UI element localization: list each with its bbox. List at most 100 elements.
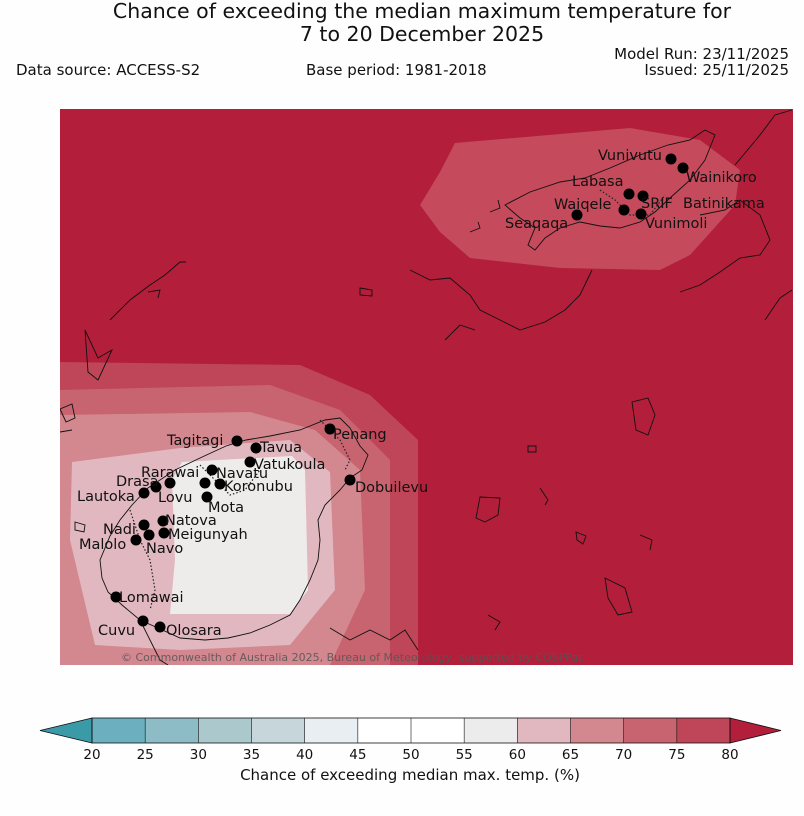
coast-south-2 [329, 627, 419, 651]
place-malolo: Malolo [79, 534, 142, 553]
place-batinikama: Batinikama [683, 196, 765, 212]
svg-text:Tavua: Tavua [259, 440, 302, 456]
colorbar: 20 25 30 35 40 45 50 55 60 65 70 75 80 [39, 717, 782, 763]
place-mota: Mota [201, 491, 244, 516]
coast-vanua-levu [504, 129, 716, 251]
place-cuvu: Cuvu [98, 615, 149, 639]
coast-ovalau [475, 496, 501, 523]
colorbar-bin [198, 718, 252, 743]
coast-taveuni-1 [734, 109, 793, 166]
colorbar-tick-label: 30 [190, 747, 207, 763]
place-tagitagi: Tagitagi [166, 433, 243, 449]
colorbar-tick-label: 55 [456, 747, 473, 763]
place-navatu: Navatu [216, 466, 268, 482]
place-seaqaqa: Seaqaqa [505, 209, 583, 232]
place-markers: Vunivutu Wainikoro Labasa SRIF Batinikam… [77, 148, 765, 639]
coast-islet-12 [489, 199, 501, 213]
colorbar-bin [464, 718, 518, 743]
svg-text:Seaqaqa: Seaqaqa [505, 216, 568, 232]
place-wainikoro: Wainikoro [677, 162, 757, 186]
place-lautoka: Lautoka [77, 487, 150, 505]
svg-text:SRIF: SRIF [641, 196, 673, 212]
colorbar-tick-label: 70 [615, 747, 632, 763]
title-line-1: Chance of exceeding the median maximum t… [112, 0, 732, 23]
place-penang: Penang [324, 423, 387, 443]
place-vunimoli: Vunimoli [635, 208, 707, 232]
colorbar-tick-label: 75 [668, 747, 685, 763]
colorbar-tick-label: 60 [509, 747, 526, 763]
place-dobuilevu: Dobuilevu [344, 474, 428, 496]
map-title: Chance of exceeding the median maximum t… [0, 0, 804, 46]
colorbar-tick-label: 45 [349, 747, 366, 763]
coast-islet-7 [527, 445, 537, 453]
svg-text:Vunimoli: Vunimoli [645, 216, 707, 232]
colorbar-tick-label: 35 [243, 747, 260, 763]
model-run-text: Model Run: 23/11/2025 [614, 45, 789, 63]
svg-text:Penang: Penang [333, 427, 387, 443]
boundary-1 [129, 509, 156, 611]
boundary-4 [599, 189, 666, 216]
colorbar-bin [517, 718, 571, 743]
coast-islet-11 [469, 221, 481, 233]
coast-north-reef [409, 269, 593, 331]
svg-text:Navatu: Navatu [216, 466, 268, 482]
colorbar-tick-label: 50 [402, 747, 419, 763]
coast-islet-6 [539, 487, 549, 506]
coast-taveuni-2 [679, 199, 771, 293]
coast-islet-8 [575, 531, 587, 545]
svg-text:Waiqele: Waiqele [554, 197, 611, 213]
svg-text:Vunivutu: Vunivutu [598, 148, 662, 164]
colorbar-tick-label: 20 [83, 747, 100, 763]
colorbar-tick-label: 80 [721, 747, 738, 763]
colorbar-over-arrow [729, 717, 782, 744]
colorbar-tick-label: 40 [296, 747, 313, 763]
coast-north-reef-2 [444, 324, 476, 341]
coast-east-1 [764, 289, 793, 321]
place-vatukoula: Vatukoula [244, 456, 325, 473]
coast-koro [631, 397, 656, 436]
svg-text:Rarawai: Rarawai [141, 465, 199, 481]
colorbar-under-arrow [39, 717, 93, 744]
colorbar-label: Chance of exceeding median max. temp. (%… [240, 766, 580, 784]
colorbar-tick-label: 65 [562, 747, 579, 763]
colorbar-bin [411, 718, 465, 743]
svg-text:Drasa: Drasa [116, 474, 158, 490]
place-drasa: Drasa [116, 474, 176, 493]
coastlines [60, 109, 793, 665]
place-srif: SRIF [637, 190, 673, 212]
place-rarawai: Rarawai [141, 464, 218, 481]
issued-date-text: Issued: 25/11/2025 [644, 61, 789, 79]
coast-islet-5 [359, 287, 373, 297]
coast-islet-3 [74, 521, 86, 533]
field-70-75-north [420, 128, 740, 270]
base-period-text: Base period: 1981-2018 [306, 61, 487, 79]
svg-text:Koronubu: Koronubu [224, 479, 293, 495]
coast-viti-levu [99, 417, 369, 641]
colorbar-bin [623, 718, 678, 743]
svg-text:Wainikoro: Wainikoro [686, 170, 757, 186]
coast-islet-9 [639, 534, 653, 551]
colorbar-bin [676, 718, 731, 743]
place-natova: Natova [157, 513, 217, 529]
svg-text:Cuvu: Cuvu [98, 623, 135, 639]
svg-text:Mota: Mota [208, 500, 244, 516]
place-olosara: Olosara [154, 621, 222, 639]
place-tavua: Tavua [250, 440, 302, 456]
coast-islet-2 [60, 429, 73, 433]
place-nadi: Nadi [103, 519, 150, 538]
colorbar-bin [145, 718, 199, 743]
svg-text:Olosara: Olosara [166, 623, 222, 639]
place-vunivutu: Vunivutu [598, 148, 677, 165]
place-lomawai: Lomawai [110, 590, 183, 606]
svg-text:Labasa: Labasa [572, 174, 624, 190]
coast-islet-4 [147, 289, 161, 299]
probability-field [60, 109, 793, 665]
svg-text:Malolo: Malolo [79, 537, 126, 553]
svg-text:Lautoka: Lautoka [77, 489, 135, 505]
colorbar-bin [357, 718, 412, 743]
svg-text:Navo: Navo [146, 541, 183, 557]
svg-text:Dobuilevu: Dobuilevu [355, 480, 428, 496]
place-labasa: Labasa [572, 174, 635, 200]
place-koronubu: Koronubu [214, 478, 293, 495]
